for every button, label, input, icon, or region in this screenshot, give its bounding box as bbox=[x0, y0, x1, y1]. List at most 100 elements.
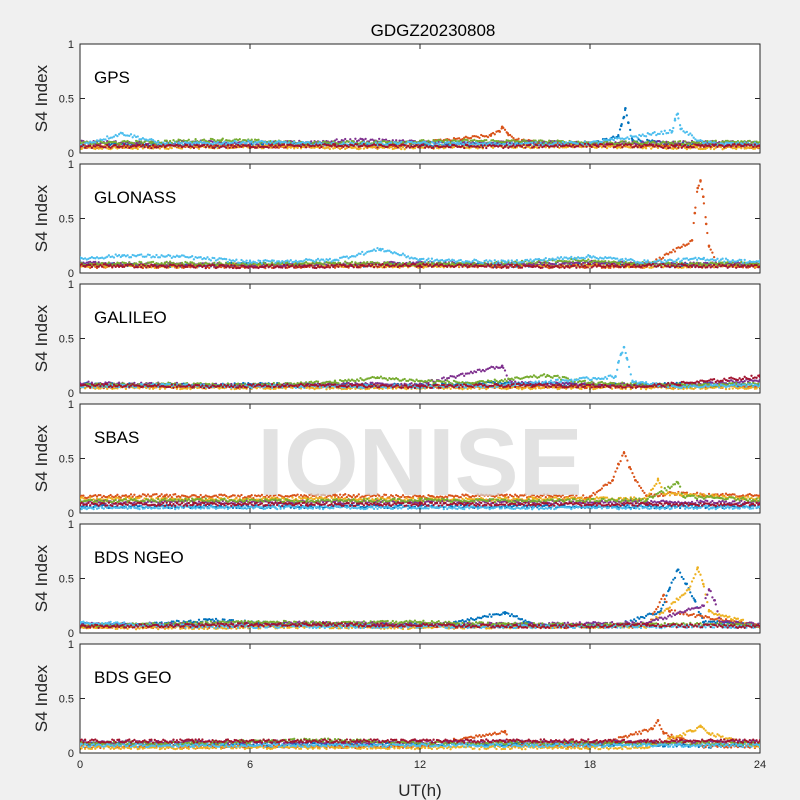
data-point bbox=[558, 142, 561, 145]
data-point bbox=[398, 146, 401, 149]
data-point bbox=[617, 261, 620, 265]
data-point bbox=[90, 146, 94, 150]
data-point bbox=[489, 134, 493, 137]
data-point bbox=[311, 142, 315, 145]
data-point bbox=[345, 262, 349, 265]
data-point bbox=[116, 134, 119, 138]
data-point bbox=[656, 142, 660, 146]
data-point bbox=[413, 141, 417, 145]
data-point bbox=[303, 144, 306, 147]
data-point bbox=[704, 147, 707, 150]
data-point bbox=[493, 139, 496, 143]
data-point bbox=[701, 139, 704, 143]
data-point bbox=[313, 144, 316, 148]
data-point bbox=[568, 144, 571, 147]
data-point bbox=[204, 264, 207, 268]
data-point bbox=[637, 138, 640, 141]
data-point bbox=[136, 263, 139, 266]
data-point bbox=[386, 143, 389, 147]
data-point bbox=[694, 138, 697, 141]
data-point bbox=[605, 146, 609, 150]
data-point bbox=[208, 145, 211, 148]
data-point bbox=[485, 146, 488, 150]
series-5 bbox=[80, 246, 760, 265]
data-point bbox=[413, 144, 417, 148]
data-point bbox=[106, 135, 109, 138]
data-point bbox=[464, 146, 468, 149]
data-point bbox=[140, 261, 143, 264]
data-point bbox=[740, 263, 743, 266]
data-point bbox=[328, 147, 332, 151]
data-point bbox=[235, 263, 238, 266]
data-point bbox=[316, 261, 320, 265]
data-point bbox=[131, 141, 134, 145]
data-point bbox=[372, 145, 376, 148]
data-point bbox=[185, 261, 189, 264]
data-point bbox=[491, 131, 495, 135]
data-point bbox=[396, 146, 400, 149]
data-point bbox=[327, 143, 330, 147]
data-point bbox=[695, 190, 699, 193]
data-point bbox=[304, 261, 308, 264]
data-point bbox=[121, 132, 124, 135]
data-point bbox=[712, 144, 716, 147]
data-point bbox=[478, 139, 481, 143]
data-point bbox=[624, 140, 627, 143]
data-point bbox=[536, 144, 539, 147]
data-point bbox=[124, 146, 128, 149]
data-point bbox=[702, 141, 705, 145]
data-point bbox=[582, 145, 585, 148]
data-point bbox=[240, 141, 243, 144]
data-point bbox=[401, 146, 405, 149]
data-point bbox=[94, 257, 97, 260]
data-point bbox=[600, 143, 604, 146]
data-point bbox=[355, 262, 359, 265]
data-point bbox=[135, 141, 138, 145]
data-point bbox=[396, 142, 400, 146]
data-point bbox=[209, 137, 213, 141]
data-point bbox=[731, 141, 734, 145]
data-point bbox=[117, 133, 121, 136]
data-point bbox=[612, 138, 615, 142]
data-point bbox=[145, 263, 148, 266]
data-point bbox=[153, 144, 156, 147]
data-point bbox=[378, 137, 381, 141]
data-point bbox=[136, 147, 139, 151]
data-point bbox=[80, 147, 83, 151]
data-point bbox=[677, 146, 680, 149]
data-point bbox=[332, 142, 335, 146]
data-point bbox=[89, 266, 92, 270]
data-point bbox=[151, 144, 155, 147]
data-point bbox=[374, 141, 377, 144]
data-point bbox=[439, 141, 442, 144]
data-point bbox=[643, 266, 646, 269]
data-point bbox=[354, 146, 357, 149]
data-point bbox=[471, 135, 474, 138]
data-point bbox=[634, 144, 638, 147]
data-point bbox=[622, 262, 626, 265]
data-point bbox=[702, 202, 706, 205]
data-point bbox=[480, 144, 483, 147]
data-point bbox=[264, 145, 267, 149]
data-point bbox=[299, 262, 303, 265]
data-point bbox=[388, 144, 391, 147]
data-point bbox=[646, 132, 649, 135]
data-point bbox=[667, 140, 670, 144]
data-point bbox=[711, 143, 714, 146]
data-point bbox=[559, 145, 563, 148]
data-point bbox=[87, 142, 90, 145]
data-point bbox=[150, 260, 153, 264]
data-point bbox=[663, 129, 666, 132]
data-point bbox=[721, 261, 724, 264]
data-point bbox=[541, 144, 544, 147]
data-point bbox=[354, 261, 357, 264]
data-point bbox=[604, 139, 607, 142]
data-point bbox=[539, 144, 542, 147]
data-point bbox=[668, 251, 672, 254]
data-point bbox=[141, 142, 145, 145]
data-point bbox=[648, 266, 651, 269]
data-point bbox=[452, 145, 456, 149]
figure-title: GDGZ20230808 bbox=[371, 21, 496, 40]
data-point bbox=[313, 140, 316, 143]
data-point bbox=[204, 261, 207, 264]
